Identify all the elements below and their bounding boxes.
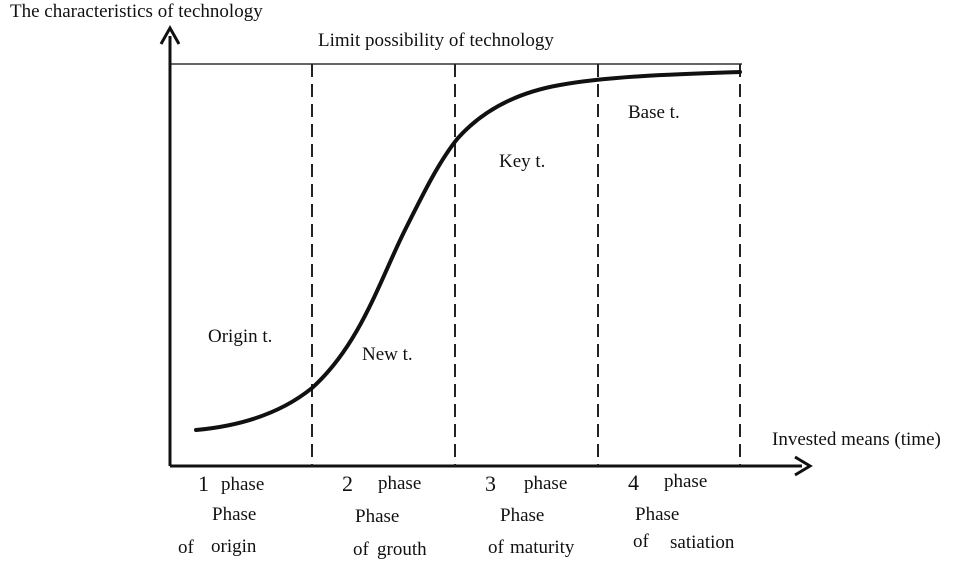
phase-1-name: origin [211, 536, 257, 557]
base-t-label: Base t. [628, 102, 680, 123]
origin-t-label: Origin t. [208, 326, 272, 347]
phase-2-word: phase [378, 473, 421, 494]
phase-3-word: phase [524, 473, 567, 494]
y-axis-arrow-icon [159, 24, 181, 45]
phase-2-title: Phase [355, 506, 399, 527]
phase-4-name: satiation [670, 532, 735, 553]
phase-2-number: 2 [342, 471, 353, 496]
y-axis-label: The characteristics of technology [10, 1, 263, 22]
phase-1-of: of [178, 537, 195, 558]
phase-3-title: Phase [500, 505, 544, 526]
phase-1-caption: 1 phase Phase of origin [178, 471, 264, 558]
phase-3-name: maturity [510, 537, 575, 558]
s-curve [194, 70, 742, 432]
phase-4-word: phase [664, 471, 707, 492]
phase-4-of: of [633, 531, 650, 552]
phase-2-name: grouth [377, 539, 427, 560]
phase-4-number: 4 [628, 470, 639, 495]
phase-4-caption: 4 phase Phase of satiation [628, 470, 735, 553]
phase-3-of: of [488, 537, 505, 558]
phase-2-of: of [353, 539, 370, 560]
phase-3-number: 3 [485, 471, 496, 496]
x-axis-arrow-icon [794, 455, 813, 477]
new-t-label: New t. [362, 344, 413, 365]
key-t-label: Key t. [499, 151, 545, 172]
limit-label: Limit possibility of technology [318, 30, 554, 51]
phase-3-caption: 3 phase Phase of maturity [485, 471, 575, 558]
phase-2-caption: 2 phase Phase of grouth [342, 471, 427, 560]
phase-1-title: Phase [212, 504, 256, 525]
phase-1-word: phase [221, 474, 264, 495]
phase-1-number: 1 [198, 471, 209, 496]
phase-4-title: Phase [635, 504, 679, 525]
x-axis-label: Invested means (time) [772, 429, 941, 450]
